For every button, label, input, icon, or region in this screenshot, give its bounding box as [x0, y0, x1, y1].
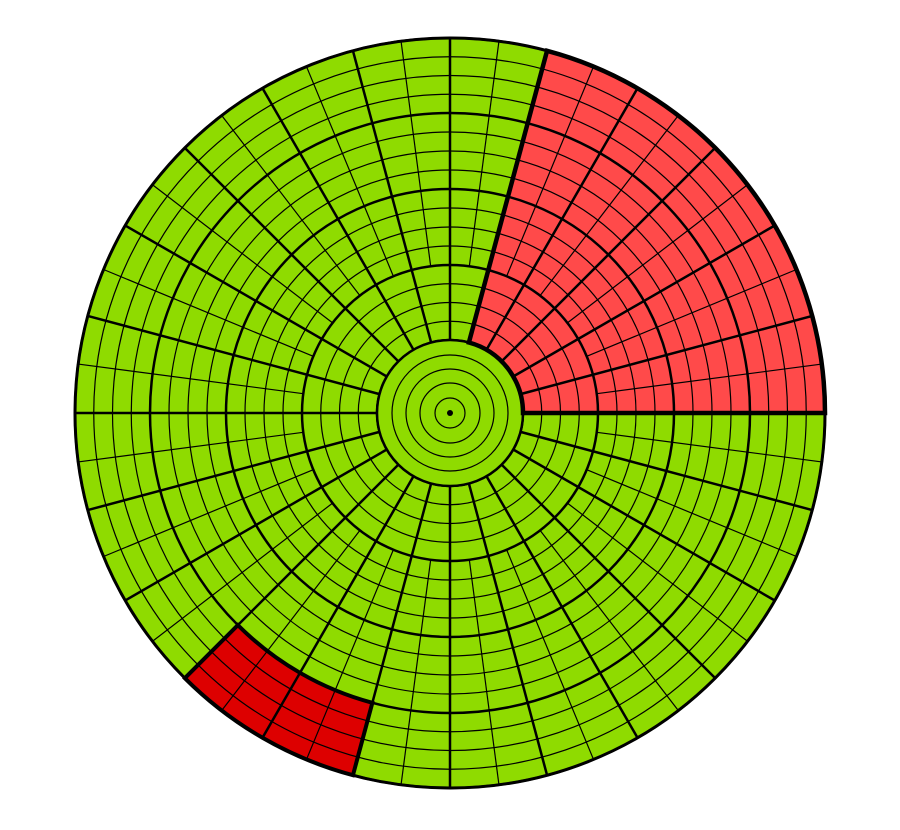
hub-ring — [405, 368, 495, 458]
thin-spoke — [103, 268, 314, 357]
alert-cell — [184, 625, 373, 776]
thin-spoke — [567, 502, 748, 642]
thin-spoke — [221, 115, 361, 296]
thin-spoke — [586, 469, 797, 558]
hub-ring — [419, 382, 481, 444]
outer-rim — [73, 36, 827, 790]
thin-spoke — [305, 66, 394, 277]
thin-spoke — [78, 431, 304, 463]
thin-spoke — [221, 530, 361, 711]
thin-spoke — [468, 559, 500, 785]
thin-spoke — [400, 559, 432, 785]
hub-ring — [434, 397, 466, 429]
thin-spoke — [567, 184, 748, 324]
hub-ring — [391, 354, 509, 472]
thin-spoke — [400, 41, 432, 267]
thin-spoke — [103, 469, 314, 558]
thin-spoke — [586, 268, 797, 357]
thin-spoke — [539, 530, 679, 711]
thin-spoke — [596, 363, 822, 395]
thin-spoke — [152, 184, 333, 324]
thin-spoke — [539, 115, 679, 296]
thin-spoke — [506, 66, 595, 277]
thin-spoke — [506, 549, 595, 760]
thin-spoke — [78, 363, 304, 395]
thin-spoke — [305, 549, 394, 760]
thin-spoke — [596, 431, 822, 463]
thin-spoke — [468, 41, 500, 267]
hub-dot — [447, 410, 453, 416]
thin-spoke — [152, 502, 333, 642]
